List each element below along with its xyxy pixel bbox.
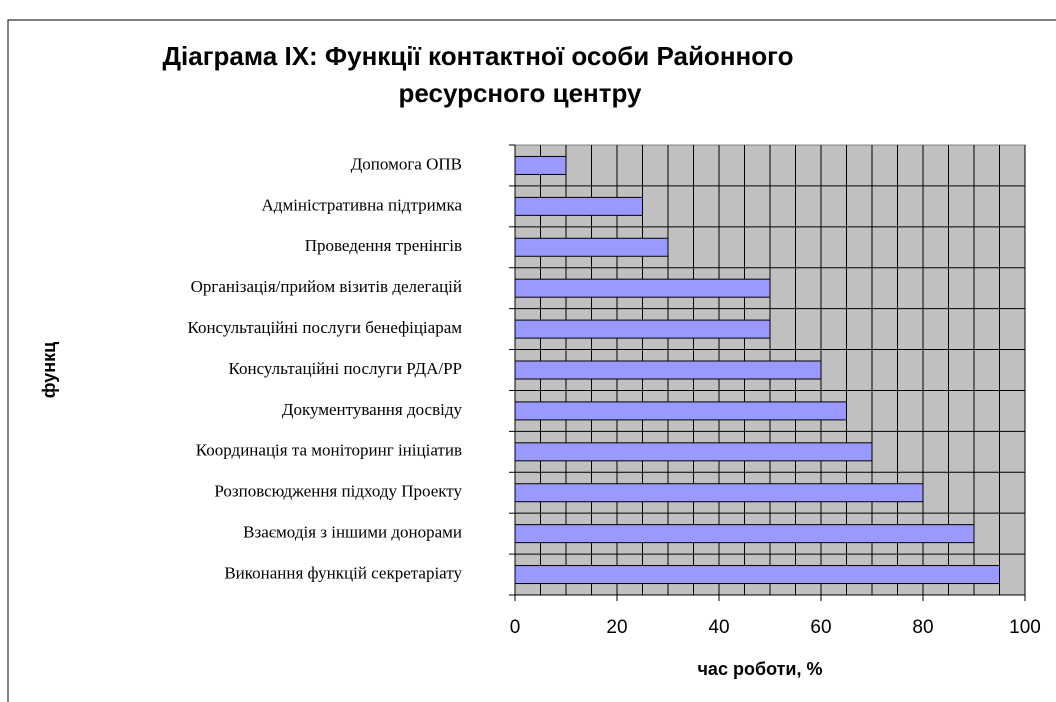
- bar: [514, 155, 567, 175]
- bar: [514, 319, 771, 339]
- y-axis-label: функц: [39, 342, 59, 398]
- x-tick-label: 60: [810, 617, 831, 638]
- bar: [514, 524, 975, 544]
- bar: [514, 278, 771, 298]
- bar: [514, 442, 873, 462]
- y-tick-label: Допомога ОПВ: [351, 154, 462, 173]
- bar: [514, 401, 847, 421]
- y-tick-label: Документування досвіду: [282, 400, 463, 419]
- frame: [7, 19, 1056, 702]
- y-tick-label: Розповсюдження підходу Проекту: [214, 482, 462, 501]
- chart-title: ресурсного центру: [399, 78, 643, 108]
- y-tick-label: Консультаційні послуги бенефіціарам: [187, 318, 462, 337]
- x-tick-label: 0: [510, 617, 521, 638]
- bar: [514, 360, 822, 380]
- bar: [514, 483, 924, 503]
- bar: [514, 237, 669, 257]
- x-tick-label: 80: [912, 617, 933, 638]
- y-tick-label: Адміністративна підтримка: [262, 195, 463, 214]
- x-tick-label: 20: [606, 617, 627, 638]
- bar: [514, 565, 1000, 585]
- chart-title: Діаграма IX: Функції контактної особи Ра…: [163, 41, 794, 71]
- y-tick-label: Координація та моніторинг ініціатив: [196, 441, 462, 460]
- y-tick-label: Організація/прийом візитів делегацій: [191, 277, 462, 296]
- x-tick-label: 40: [708, 617, 729, 638]
- y-tick-label: Взаємодія з іншими донорами: [243, 523, 462, 542]
- x-tick-label: 100: [1009, 617, 1041, 638]
- y-tick-label: Виконання функцій секретаріату: [224, 563, 462, 582]
- y-tick-label: Проведення тренінгів: [305, 236, 462, 255]
- x-axis-label: час роботи, %: [697, 659, 822, 679]
- bar: [514, 196, 643, 216]
- y-tick-label: Консультаційні послуги РДА/РР: [229, 359, 462, 378]
